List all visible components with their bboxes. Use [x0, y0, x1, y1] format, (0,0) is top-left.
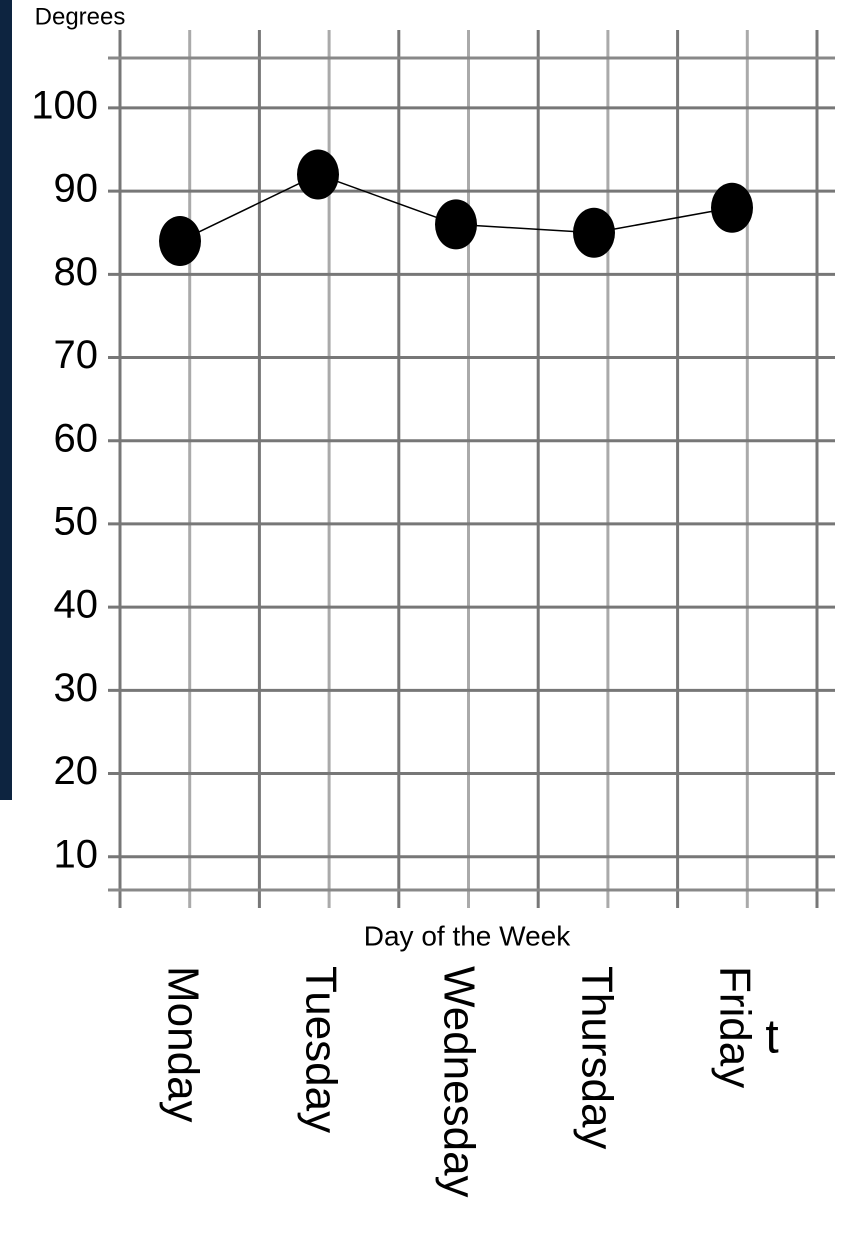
chart: Degrees Day of the Week t 100 90 80 70 60 50 4… [0, 0, 843, 1256]
x-axis-label: Day of the Week [364, 920, 571, 951]
y-tick-label: 90 [54, 167, 99, 211]
x-tick-label: Wednesday [434, 966, 483, 1198]
data-point [297, 149, 339, 199]
x-tick-label: Monday [158, 966, 207, 1123]
y-tick-label: 60 [54, 416, 99, 460]
page: Degrees Day of the Week t 100 90 80 70 60 50 4… [0, 0, 843, 1256]
data-point [573, 208, 615, 258]
data-point [711, 183, 753, 233]
y-tick-label: 80 [54, 250, 99, 294]
y-tick-label: 30 [54, 666, 99, 710]
y-axis-label: Degrees [35, 3, 126, 30]
y-tick-label: 20 [54, 749, 99, 793]
x-tick-label: Tuesday [296, 966, 345, 1133]
x-tick-label: Thursday [572, 966, 621, 1149]
y-tick-label: 100 [31, 83, 98, 127]
data-point [159, 216, 201, 266]
y-tick-label: 40 [54, 583, 99, 627]
y-tick-label: 10 [54, 832, 99, 876]
y-tick-label: 70 [54, 333, 99, 377]
background-strip [0, 0, 12, 800]
data-point [435, 199, 477, 249]
background-fragment: t [765, 1011, 778, 1064]
y-tick-label: 50 [54, 499, 99, 543]
x-tick-label: Friday [710, 966, 759, 1088]
